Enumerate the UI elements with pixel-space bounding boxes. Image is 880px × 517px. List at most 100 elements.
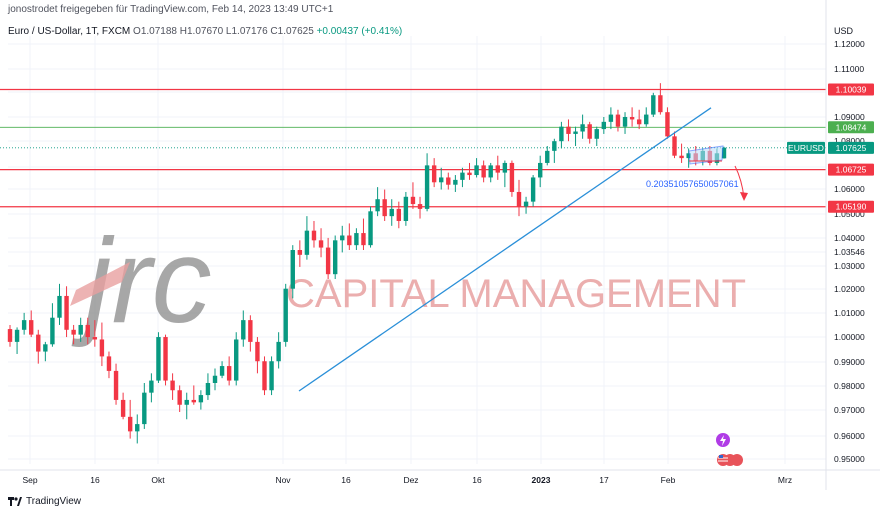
candle-body bbox=[488, 165, 493, 178]
watermark-logo-swoosh bbox=[70, 262, 130, 306]
price-label-text: 1.08474 bbox=[836, 122, 867, 132]
time-tick-label[interactable]: 16 bbox=[90, 475, 100, 485]
price-tick-label[interactable]: 1.09000 bbox=[834, 112, 865, 122]
candle-body bbox=[205, 382, 211, 396]
jrc-watermark: jrc CAPITAL MANAGEMENT bbox=[70, 214, 746, 348]
measure-label: 0.20351057650057061 bbox=[646, 179, 739, 189]
price-tick-label[interactable]: 1.03546 bbox=[834, 247, 865, 257]
symbol-legend: Euro / US-Dollar, 1T, FXCM O1.07188 H1.0… bbox=[8, 26, 402, 37]
candle-body bbox=[269, 361, 274, 391]
candle-body bbox=[516, 191, 522, 207]
candle-body bbox=[615, 114, 621, 127]
price-tick-label[interactable]: 1.08000 bbox=[834, 136, 865, 146]
brand-name: TradingView bbox=[26, 496, 82, 507]
flag-pattern[interactable]: 0.20351057650057061 bbox=[646, 145, 748, 201]
tradingview-logo-icon bbox=[8, 496, 22, 506]
time-tick-label[interactable]: 16 bbox=[341, 475, 351, 485]
candle-body bbox=[382, 199, 387, 217]
candle-body bbox=[453, 179, 458, 185]
candle-body bbox=[36, 334, 41, 352]
candles bbox=[7, 83, 727, 444]
price-label-text: EURUSD bbox=[788, 143, 824, 153]
currency-label[interactable]: USD bbox=[834, 26, 854, 36]
candle-body bbox=[29, 320, 34, 335]
watermark-logo-text: jrc bbox=[71, 214, 212, 348]
price-tick-label[interactable]: 1.04000 bbox=[834, 233, 865, 243]
time-tick-label[interactable]: Dez bbox=[403, 475, 418, 485]
candle-body bbox=[587, 124, 592, 139]
time-axis[interactable]: Sep 16 Okt Nov 16 Dez 16 2023 17 Feb Mrz bbox=[0, 469, 880, 485]
candle-body bbox=[375, 199, 380, 212]
candle-body bbox=[170, 380, 175, 391]
price-tick-label[interactable]: 1.05000 bbox=[834, 209, 865, 219]
candle-body bbox=[241, 320, 246, 340]
ohlc-close: C1.07625 bbox=[270, 26, 314, 37]
candle-body bbox=[672, 136, 677, 156]
uptrend-line[interactable] bbox=[298, 107, 712, 392]
candle-body bbox=[552, 141, 557, 151]
time-tick-label[interactable]: 2023 bbox=[532, 475, 551, 485]
candle-body bbox=[43, 344, 48, 352]
candle-body bbox=[347, 235, 352, 246]
flag-channel[interactable] bbox=[688, 145, 724, 165]
time-tick-label[interactable]: Mrz bbox=[778, 475, 792, 485]
price-tick-label[interactable]: 1.01000 bbox=[834, 308, 865, 318]
footer-brand[interactable]: TradingView bbox=[8, 496, 81, 507]
candle-body bbox=[85, 324, 90, 338]
candle-body bbox=[304, 230, 310, 255]
price-tick-label[interactable]: 0.95000 bbox=[834, 454, 865, 464]
price-tick-label[interactable]: 0.97000 bbox=[834, 405, 865, 415]
candle-body bbox=[332, 240, 338, 275]
candle-body bbox=[474, 165, 479, 176]
candle-body bbox=[665, 112, 670, 137]
price-tick-label[interactable]: 1.00000 bbox=[834, 332, 865, 342]
candle-body bbox=[502, 162, 508, 173]
price-tick-label[interactable]: 1.02000 bbox=[834, 284, 865, 294]
time-tick-label[interactable]: Feb bbox=[661, 475, 676, 485]
price-tick-label[interactable]: 0.98000 bbox=[834, 381, 865, 391]
time-tick-label[interactable]: 16 bbox=[472, 475, 482, 485]
price-label-box bbox=[828, 163, 874, 176]
price-tick-label[interactable]: 1.06000 bbox=[834, 184, 865, 194]
candle-body bbox=[248, 320, 253, 342]
candle-body bbox=[460, 172, 465, 180]
trendline-layer[interactable] bbox=[298, 107, 712, 392]
symbol-description[interactable]: Euro / US-Dollar, 1T, FXCM bbox=[8, 26, 131, 37]
candle-body bbox=[601, 121, 607, 130]
candle-body bbox=[636, 119, 642, 125]
candle-body bbox=[7, 329, 13, 342]
time-tick-label[interactable]: 17 bbox=[599, 475, 609, 485]
price-change: +0.00437 (+0.41%) bbox=[316, 26, 403, 37]
candle-body bbox=[431, 165, 437, 183]
candle-body bbox=[198, 395, 204, 403]
watermark-company-text: CAPITAL MANAGEMENT bbox=[286, 272, 746, 316]
candle-body bbox=[276, 341, 281, 362]
price-tick-label[interactable]: 0.99000 bbox=[834, 357, 865, 367]
price-tick-label[interactable]: 0.96000 bbox=[834, 431, 865, 441]
candle-body bbox=[396, 208, 402, 221]
candle-body bbox=[545, 150, 550, 163]
candle-body bbox=[361, 233, 366, 246]
price-label-text: 1.10039 bbox=[836, 84, 867, 94]
time-tick-label[interactable]: Sep bbox=[22, 475, 37, 485]
chart-grid bbox=[8, 36, 826, 464]
candle-body bbox=[106, 356, 112, 371]
candle-body bbox=[226, 366, 232, 381]
candle-body bbox=[283, 288, 288, 342]
price-tick-label[interactable]: 1.11000 bbox=[834, 64, 864, 74]
candle-body bbox=[389, 208, 394, 217]
candle-body bbox=[580, 124, 585, 132]
candle-body bbox=[99, 339, 105, 357]
event-icons[interactable] bbox=[716, 433, 743, 466]
candle-body bbox=[71, 329, 76, 335]
price-axis[interactable]: 1.120001.110001.100001.090001.080001.070… bbox=[825, 0, 865, 490]
price-tick-label[interactable]: 1.03000 bbox=[834, 261, 865, 271]
time-tick-label[interactable]: Okt bbox=[151, 475, 165, 485]
time-tick-label[interactable]: Nov bbox=[275, 475, 291, 485]
candle-body bbox=[135, 424, 140, 432]
price-label-text: 1.05190 bbox=[836, 202, 867, 212]
price-label-box bbox=[828, 121, 874, 134]
price-tick-label[interactable]: 1.12000 bbox=[834, 39, 865, 49]
candle-body bbox=[530, 177, 536, 202]
